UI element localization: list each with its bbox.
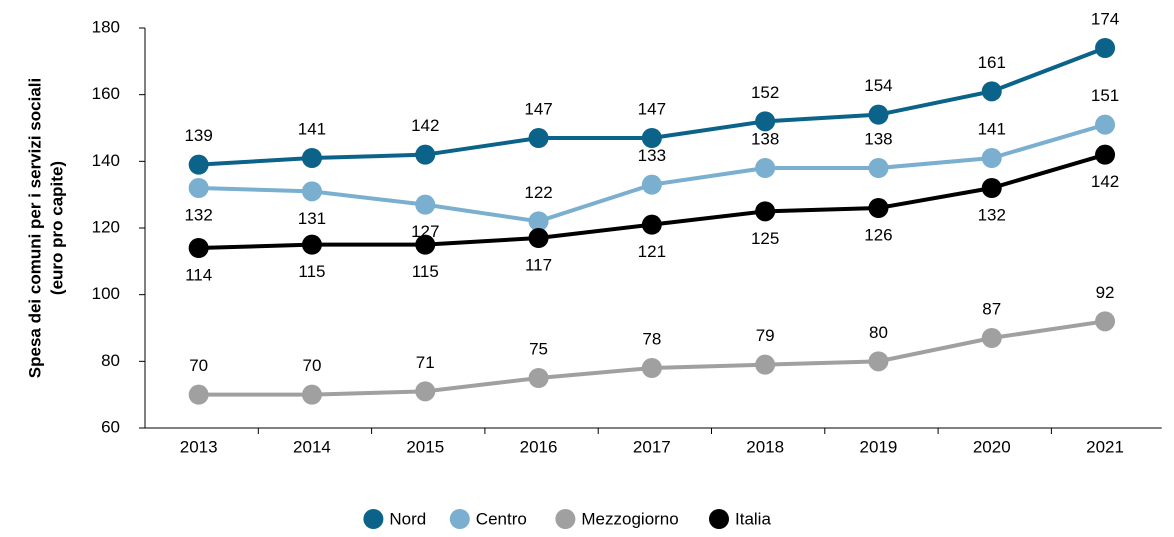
x-tick-label: 2021: [1086, 437, 1124, 456]
data-point: [641, 214, 662, 235]
data-label: 80: [869, 323, 888, 342]
data-point: [188, 178, 209, 198]
data-point: [641, 358, 662, 378]
data-label: 142: [1091, 172, 1119, 191]
data-point: [188, 384, 209, 405]
data-label: 141: [298, 119, 326, 138]
data-point: [188, 154, 209, 175]
x-tick-label: 2018: [746, 437, 784, 456]
data-label: 114: [185, 265, 212, 284]
legend-marker: [449, 509, 470, 529]
y-tick-label: 140: [92, 151, 120, 170]
data-label: 154: [864, 76, 892, 95]
data-point: [755, 111, 776, 132]
data-point: [188, 238, 209, 258]
data-point: [528, 228, 549, 248]
data-point: [755, 201, 776, 222]
data-label: 132: [978, 205, 1006, 224]
data-point: [301, 181, 322, 202]
legend-marker: [709, 509, 729, 529]
data-label: 174: [1091, 9, 1119, 28]
data-label: 127: [411, 222, 439, 241]
legend-label: Centro: [476, 509, 527, 528]
data-label: 115: [298, 262, 325, 281]
data-point: [981, 178, 1002, 198]
data-label: 71: [416, 353, 435, 372]
data-point: [868, 198, 889, 218]
data-label: 126: [864, 225, 892, 244]
data-point: [301, 148, 322, 168]
data-point: [415, 234, 436, 255]
data-label: 121: [638, 242, 666, 261]
data-label: 138: [751, 129, 779, 148]
data-point: [301, 234, 322, 255]
x-tick-label: 2016: [520, 437, 558, 456]
legend-label: Nord: [389, 509, 426, 528]
data-label: 132: [184, 205, 212, 224]
x-tick-label: 2020: [973, 437, 1011, 456]
data-label: 92: [1096, 283, 1115, 302]
data-label: 147: [638, 99, 666, 118]
legend-marker: [363, 509, 384, 529]
legend-marker: [555, 509, 576, 529]
data-label: 152: [751, 83, 779, 102]
data-label: 70: [189, 356, 208, 375]
y-tick-label: 60: [101, 417, 120, 436]
data-label: 125: [751, 229, 779, 248]
data-point: [301, 384, 322, 405]
legend-label: Mezzogiorno: [581, 509, 678, 528]
data-point: [868, 351, 889, 372]
data-point: [755, 354, 776, 375]
data-label: 147: [524, 99, 552, 118]
y-tick-label: 160: [92, 84, 120, 103]
y-tick-label: 120: [92, 217, 120, 236]
data-point: [415, 144, 436, 165]
data-point: [981, 328, 1002, 348]
data-point: [868, 158, 889, 178]
y-tick-label: 80: [101, 351, 120, 370]
data-label: 161: [978, 53, 1006, 72]
data-label: 138: [864, 129, 892, 148]
x-tick-label: 2017: [633, 437, 671, 456]
data-point: [528, 211, 549, 232]
y-axis-label: (euro pro capite): [47, 161, 66, 295]
data-label: 75: [529, 339, 548, 358]
data-label: 122: [524, 183, 552, 202]
data-point: [641, 128, 662, 148]
data-point: [981, 148, 1002, 168]
data-label: 115: [412, 262, 439, 281]
data-label: 142: [411, 116, 439, 135]
y-axis-label: Spesa dei comuni per i servizi sociali: [25, 78, 44, 378]
data-label: 139: [184, 126, 212, 145]
data-label: 70: [302, 356, 321, 375]
data-label: 117: [525, 255, 552, 274]
data-point: [1095, 144, 1116, 165]
legend-label: Italia: [735, 509, 771, 528]
data-point: [868, 104, 889, 125]
data-point: [528, 368, 549, 388]
x-tick-label: 2019: [860, 437, 898, 456]
data-point: [1095, 311, 1116, 332]
y-tick-label: 100: [92, 284, 120, 303]
data-point: [641, 174, 662, 195]
data-label: 131: [298, 209, 326, 228]
data-label: 87: [982, 299, 1001, 318]
data-label: 151: [1091, 86, 1119, 105]
data-label: 141: [978, 119, 1006, 138]
y-tick-label: 180: [92, 17, 120, 36]
x-tick-label: 2015: [406, 437, 444, 456]
data-point: [981, 81, 1002, 102]
data-label: 78: [642, 329, 661, 348]
data-point: [755, 158, 776, 178]
data-point: [415, 194, 436, 215]
data-label: 79: [756, 326, 775, 345]
x-tick-label: 2013: [180, 437, 218, 456]
data-point: [1095, 38, 1116, 58]
data-point: [1095, 114, 1116, 135]
data-point: [415, 381, 436, 402]
data-point: [528, 128, 549, 148]
x-tick-label: 2014: [293, 437, 331, 456]
data-label: 133: [638, 146, 666, 165]
